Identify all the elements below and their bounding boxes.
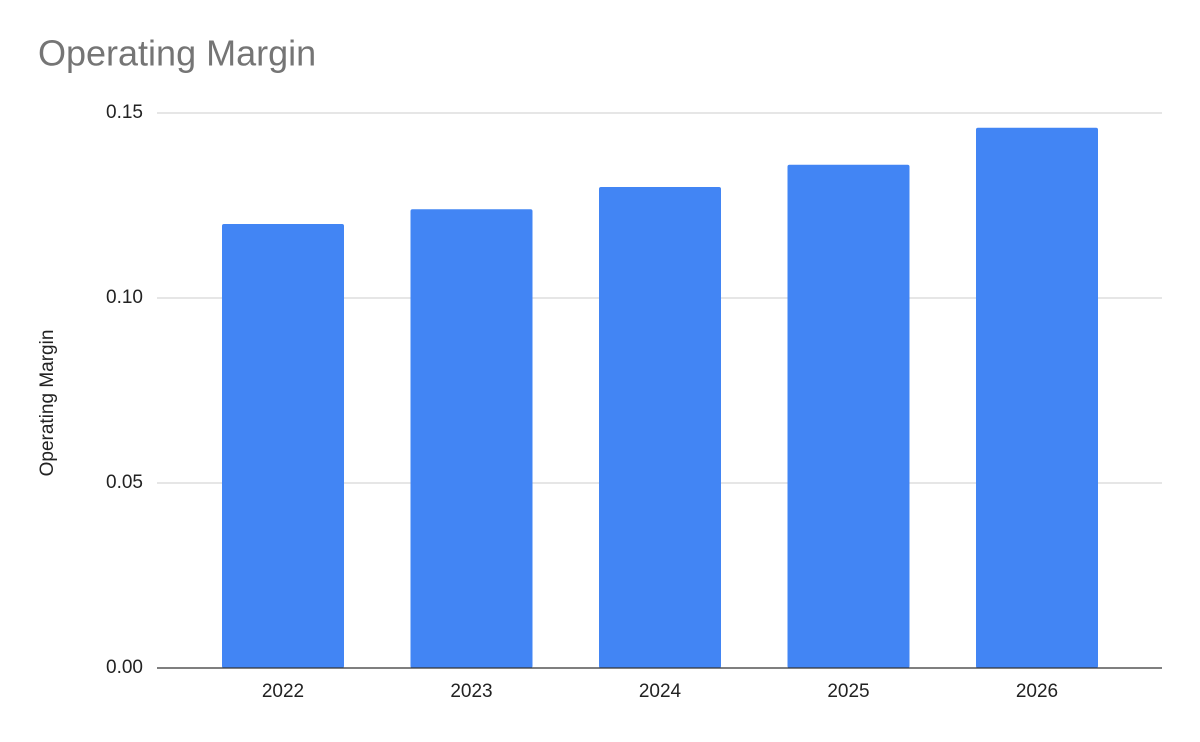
x-tick-label: 2024 [639, 681, 682, 702]
bar [410, 209, 533, 668]
x-tick-label: 2022 [262, 681, 304, 702]
y-tick-label: 0.05 [106, 472, 143, 493]
x-tick-label: 2025 [827, 681, 869, 702]
y-tick-label: 0.00 [106, 657, 143, 678]
y-axis-label: Operating Margin [37, 330, 58, 477]
x-tick-label: 2023 [450, 681, 492, 702]
bar [222, 224, 344, 668]
y-tick-label: 0.15 [106, 102, 143, 123]
bar [787, 164, 910, 669]
chart-title: Operating Margin [38, 33, 316, 74]
bar [599, 187, 721, 668]
bar [976, 127, 1098, 669]
y-tick-label: 0.10 [106, 287, 143, 308]
x-tick-label: 2026 [1016, 681, 1058, 702]
